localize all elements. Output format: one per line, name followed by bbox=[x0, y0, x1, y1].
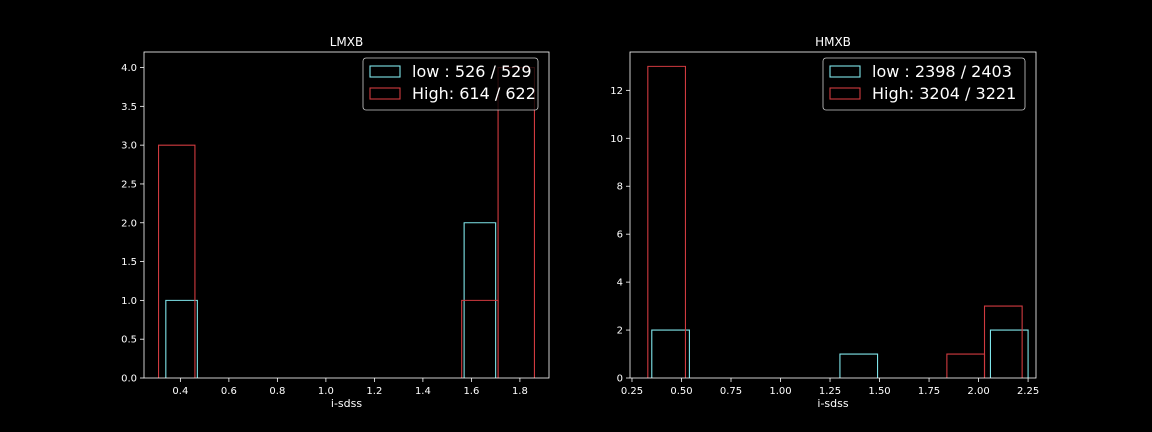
y-tick-label: 4.0 bbox=[121, 63, 137, 74]
x-tick-label: 0.6 bbox=[221, 386, 237, 397]
legend-swatch bbox=[369, 87, 401, 100]
x-tick-label: 0.4 bbox=[172, 386, 188, 397]
legend-swatch bbox=[369, 65, 401, 78]
x-tick-label: 1.50 bbox=[868, 386, 890, 397]
x-axis-label-lmxb: i-sdss bbox=[331, 397, 362, 410]
x-tick-label: 1.6 bbox=[463, 386, 479, 397]
hist-bar-low-0 bbox=[165, 299, 198, 378]
bars-hmxb bbox=[647, 65, 1029, 378]
y-tick-label: 1.0 bbox=[121, 296, 137, 307]
panel-lmxb: LMXB i-sdss 0.4 0.6 0.8 1.0 1.2 1.4 1.6 1.80.00… bbox=[121, 35, 550, 410]
y-tick-label: 0.5 bbox=[121, 335, 137, 346]
x-tick-label: 0.8 bbox=[269, 386, 285, 397]
y-tick-label: 8 bbox=[617, 182, 623, 193]
y-tick-label: 1.5 bbox=[121, 257, 137, 268]
y-tick-label: 0.0 bbox=[121, 374, 137, 385]
y-tick-label: 2.0 bbox=[121, 218, 137, 229]
legend-box bbox=[822, 57, 1026, 111]
panel-title-hmxb: HMXB bbox=[815, 35, 851, 49]
x-tick-label: 2.25 bbox=[1017, 386, 1039, 397]
panel-title-lmxb: LMXB bbox=[330, 35, 364, 49]
hist-bar-high-2 bbox=[983, 305, 1023, 378]
y-tick-label: 3.5 bbox=[121, 102, 137, 113]
x-tick-label: 1.00 bbox=[769, 386, 791, 397]
x-tick-label: 1.0 bbox=[318, 386, 334, 397]
plot-area-lmxb: 0.4 0.6 0.8 1.0 1.2 1.4 1.6 1.8 0.0 0.5 1.0 1.5 2.0 2… bbox=[121, 51, 550, 397]
hist-bar-low-1 bbox=[839, 353, 879, 378]
y-tick-label: 2 bbox=[617, 326, 623, 337]
legend-box bbox=[362, 57, 539, 111]
legend-label: High: 3204 / 3221 bbox=[872, 84, 1016, 103]
x-tick-label: 0.25 bbox=[621, 386, 643, 397]
x-tick-label: 2.00 bbox=[967, 386, 989, 397]
x-tick-label: 1.25 bbox=[819, 386, 841, 397]
panel-hmxb: HMXB i-sdss 0.25 0.50 0.75 1.00 1.25 1.50 1.75… bbox=[610, 35, 1039, 410]
axes-frame bbox=[143, 51, 550, 379]
legend-lmxb: low : 526 / 529 High: 614 / 622 bbox=[362, 57, 539, 111]
x-tick-label: 1.4 bbox=[415, 386, 431, 397]
x-axis-label-hmxb: i-sdss bbox=[817, 397, 848, 410]
legend-label: low : 2398 / 2403 bbox=[872, 62, 1012, 81]
hist-bar-high-0 bbox=[158, 144, 196, 378]
hist-bar-high-0 bbox=[647, 65, 687, 378]
legend-hmxb: low : 2398 / 2403 High: 3204 / 3221 bbox=[822, 57, 1026, 111]
x-tick-label: 0.50 bbox=[670, 386, 692, 397]
hist-bar-low-2 bbox=[989, 329, 1029, 378]
y-tick-label: 0 bbox=[617, 374, 623, 385]
x-tick-label: 1.8 bbox=[512, 386, 528, 397]
legend-swatch bbox=[829, 87, 861, 100]
legend-label: low : 526 / 529 bbox=[412, 62, 532, 81]
legend-swatch bbox=[829, 65, 861, 78]
y-tick-label: 10 bbox=[610, 134, 623, 145]
y-tick-label: 12 bbox=[610, 86, 623, 97]
x-tick-label: 1.75 bbox=[918, 386, 940, 397]
plot-area-hmxb: 0.25 0.50 0.75 1.00 1.25 1.50 1.75 2.00 2.25 0 2 4 6… bbox=[610, 51, 1039, 397]
y-tick-label: 3.0 bbox=[121, 141, 137, 152]
y-tick-label: 2.5 bbox=[121, 179, 137, 190]
y-tick-label: 6 bbox=[617, 230, 623, 241]
legend-label: High: 614 / 622 bbox=[412, 84, 536, 103]
x-tick-label: 0.75 bbox=[720, 386, 742, 397]
y-tick-label: 4 bbox=[617, 278, 623, 289]
hist-bar-low-0 bbox=[651, 329, 690, 378]
axes-frame bbox=[629, 51, 1037, 379]
x-tick-label: 1.2 bbox=[366, 386, 382, 397]
